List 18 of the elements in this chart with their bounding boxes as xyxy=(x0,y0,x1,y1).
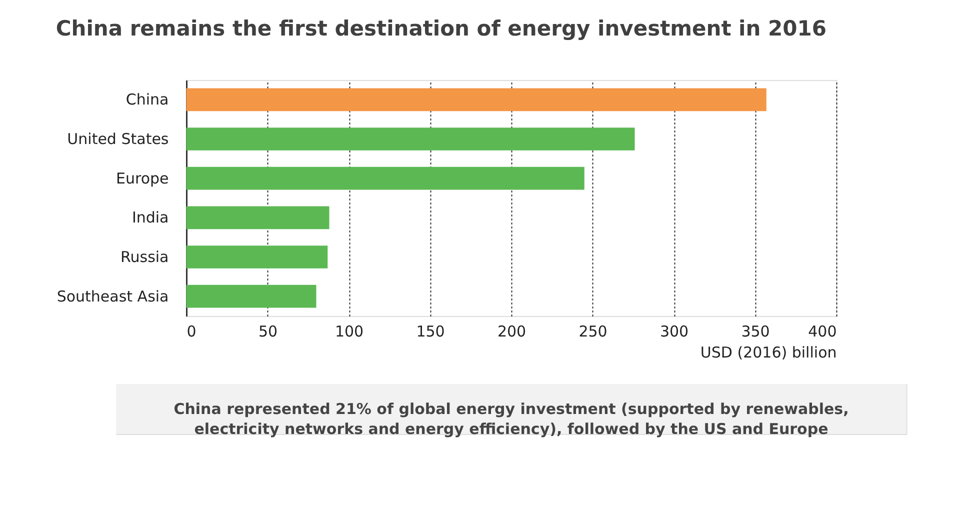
x-tick-label: 150 xyxy=(416,322,445,340)
x-axis-title: USD (2016) billion xyxy=(700,344,837,362)
y-tick-label: China xyxy=(126,90,169,109)
text: China represented 21% of global energy investment (supported by renewables, electricity networks and energy efficiency), followed by the US and Europe xyxy=(174,400,849,438)
x-tick-label: 100 xyxy=(334,322,364,340)
y-tick-label: Southeast Asia xyxy=(56,287,169,306)
y-tick-label: India xyxy=(132,208,169,227)
x-tick-label: 300 xyxy=(660,322,689,340)
x-tick-label: 400 xyxy=(808,322,837,340)
chart-title: China remains the first destination of energy investment in 2016 xyxy=(56,16,826,40)
y-tick-label: Europe xyxy=(116,169,169,188)
x-tick-label: 350 xyxy=(741,322,770,340)
x-tick-label: 250 xyxy=(578,322,608,340)
x-tick-label: 0 xyxy=(186,322,196,340)
x-tick-label: 50 xyxy=(258,322,278,340)
y-tick-label: Russia xyxy=(120,248,169,266)
x-tick-label: 200 xyxy=(497,322,526,340)
y-tick-label: United States xyxy=(67,130,169,148)
